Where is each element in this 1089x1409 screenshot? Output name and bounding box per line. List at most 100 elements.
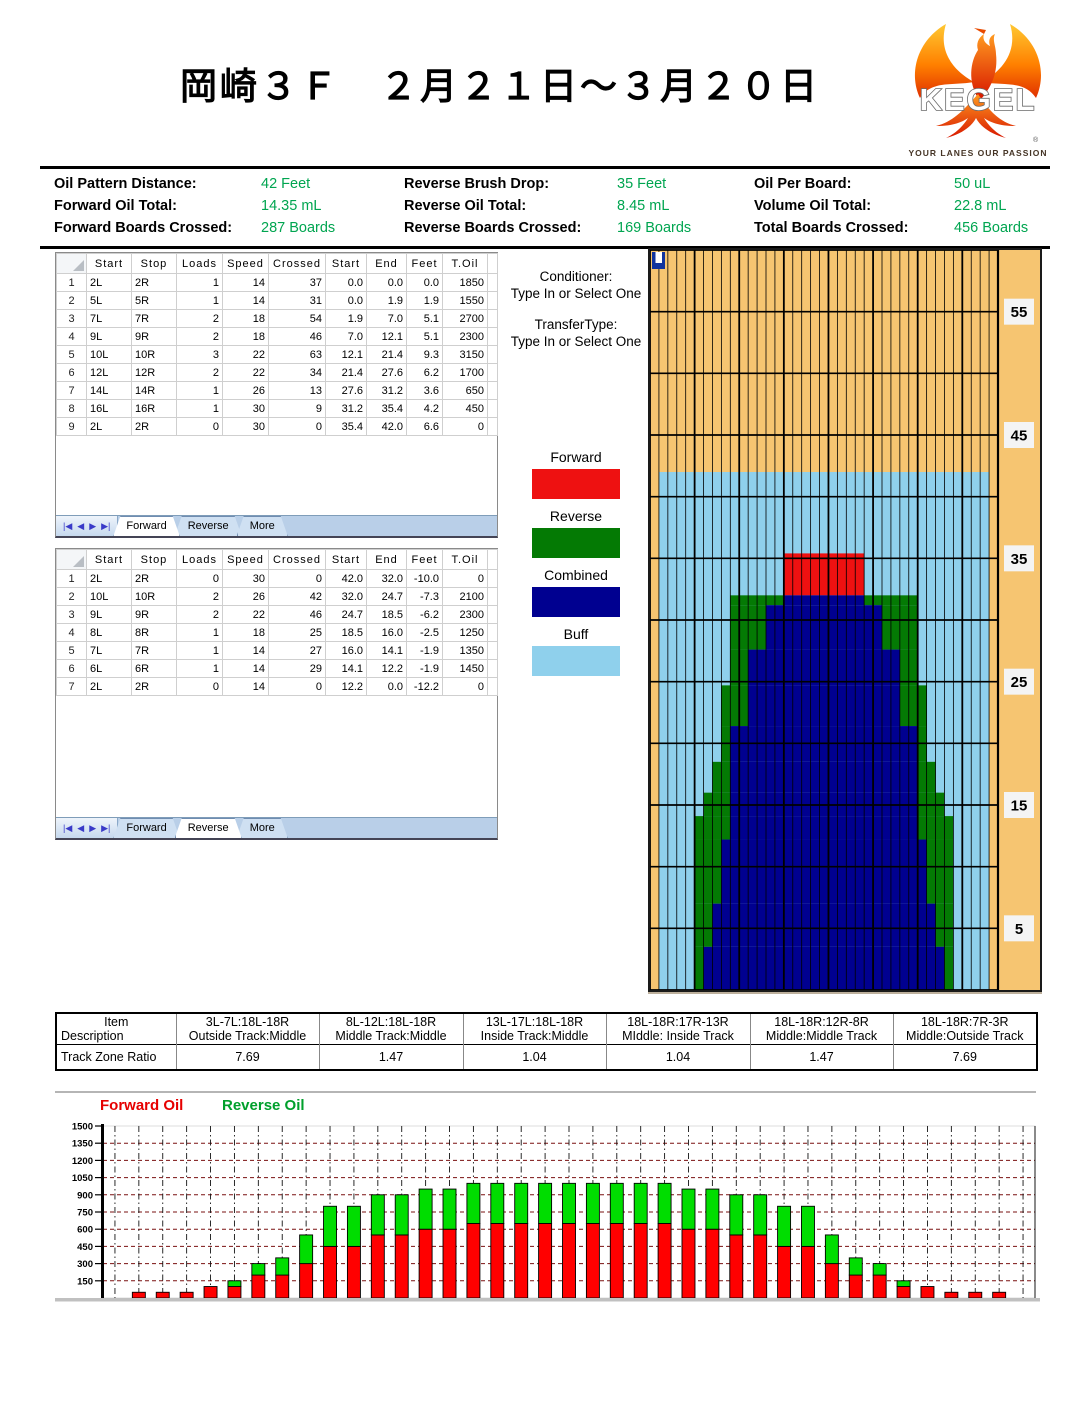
cell[interactable]: 22 — [222, 363, 269, 382]
row-number[interactable]: 1 — [56, 569, 87, 588]
cell[interactable]: 2 — [176, 363, 223, 382]
cell[interactable]: -12.2 — [406, 677, 443, 696]
cell[interactable]: 24.7 — [325, 605, 367, 624]
cell[interactable]: 1450 — [442, 659, 488, 678]
tab-reverse[interactable]: Reverse — [175, 818, 242, 838]
cell[interactable]: 21.4 — [325, 363, 367, 382]
cell[interactable]: 14.1 — [325, 659, 367, 678]
cell[interactable]: 31 — [268, 291, 326, 310]
cell[interactable]: 35.4 — [366, 399, 407, 418]
row-number[interactable]: 5 — [56, 345, 87, 364]
row-number[interactable]: 3 — [56, 309, 87, 328]
cell[interactable]: 450 — [442, 399, 488, 418]
cell[interactable]: 14 — [222, 273, 269, 292]
cell[interactable]: -6.2 — [406, 605, 443, 624]
cell[interactable]: 14 — [222, 641, 269, 660]
cell[interactable]: 2300 — [442, 327, 488, 346]
cell[interactable]: 1850 — [442, 273, 488, 292]
cell[interactable]: 2 — [176, 587, 223, 606]
cell[interactable]: 0 — [176, 677, 223, 696]
cell[interactable]: 0 — [176, 569, 223, 588]
cell[interactable]: 2 — [176, 605, 223, 624]
cell[interactable]: 35.4 — [325, 417, 367, 436]
cell[interactable]: 9L — [86, 605, 132, 624]
row-number[interactable]: 5 — [56, 641, 87, 660]
cell[interactable]: 1 — [176, 381, 223, 400]
cell[interactable]: 0.0 — [366, 677, 407, 696]
cell[interactable]: 32.0 — [325, 587, 367, 606]
cell[interactable]: 1350 — [442, 641, 488, 660]
select-all-corner[interactable] — [56, 253, 87, 274]
cell[interactable]: 0 — [268, 677, 326, 696]
cell[interactable]: 10R — [131, 345, 177, 364]
cell[interactable]: -10.0 — [406, 569, 443, 588]
cell[interactable]: 7L — [86, 641, 132, 660]
nav-first-button[interactable]: |◀ — [63, 520, 73, 531]
cell[interactable]: 10L — [86, 345, 132, 364]
cell[interactable]: 22 — [222, 345, 269, 364]
cell[interactable]: 2L — [86, 273, 132, 292]
cell[interactable]: 5L — [86, 291, 132, 310]
cell[interactable]: 46 — [268, 605, 326, 624]
cell[interactable]: 2R — [131, 677, 177, 696]
cell[interactable]: 3 — [176, 345, 223, 364]
nav-last-button[interactable]: ▶| — [101, 520, 111, 531]
cell[interactable]: 5.1 — [406, 327, 443, 346]
cell[interactable]: 54 — [268, 309, 326, 328]
cell[interactable]: 2300 — [442, 605, 488, 624]
cell[interactable]: 7R — [131, 309, 177, 328]
cell[interactable]: 16.0 — [325, 641, 367, 660]
cell[interactable]: 42.0 — [366, 417, 407, 436]
cell[interactable]: 2 — [176, 309, 223, 328]
cell[interactable]: 0 — [442, 677, 488, 696]
nav-first-button[interactable]: |◀ — [63, 822, 73, 833]
row-number[interactable]: 6 — [56, 659, 87, 678]
tab-reverse[interactable]: Reverse — [175, 516, 242, 536]
cell[interactable]: 14 — [222, 677, 269, 696]
cell[interactable]: 3.6 — [406, 381, 443, 400]
cell[interactable]: 6R — [131, 659, 177, 678]
cell[interactable]: 0.0 — [366, 273, 407, 292]
cell[interactable]: 0 — [268, 417, 326, 436]
cell[interactable]: 30 — [222, 399, 269, 418]
cell[interactable]: 1 — [176, 659, 223, 678]
cell[interactable]: 1 — [176, 273, 223, 292]
cell[interactable]: 1250 — [442, 623, 488, 642]
cell[interactable]: 16R — [131, 399, 177, 418]
cell[interactable]: 14.1 — [366, 641, 407, 660]
row-number[interactable]: 7 — [56, 677, 87, 696]
cell[interactable]: 9L — [86, 327, 132, 346]
cell[interactable]: 25 — [268, 623, 326, 642]
cell[interactable]: 2R — [131, 417, 177, 436]
cell[interactable]: 12.1 — [366, 327, 407, 346]
transfer-type-select[interactable]: Type In or Select One — [510, 334, 642, 349]
cell[interactable]: 0.0 — [406, 273, 443, 292]
cell[interactable]: 10L — [86, 587, 132, 606]
cell[interactable]: -1.9 — [406, 659, 443, 678]
cell[interactable]: 42.0 — [325, 569, 367, 588]
cell[interactable]: 30 — [222, 569, 269, 588]
cell[interactable]: 32.0 — [366, 569, 407, 588]
cell[interactable]: 1 — [176, 291, 223, 310]
tab-forward[interactable]: Forward — [113, 818, 179, 838]
cell[interactable]: 0 — [442, 569, 488, 588]
cell[interactable]: 1.9 — [325, 309, 367, 328]
row-number[interactable]: 1 — [56, 273, 87, 292]
cell[interactable]: 7.0 — [366, 309, 407, 328]
row-number[interactable]: 4 — [56, 327, 87, 346]
nav-last-button[interactable]: ▶| — [101, 822, 111, 833]
row-number[interactable]: 2 — [56, 291, 87, 310]
cell[interactable]: 6.6 — [406, 417, 443, 436]
cell[interactable]: 7L — [86, 309, 132, 328]
cell[interactable]: 14R — [131, 381, 177, 400]
cell[interactable]: 1 — [176, 623, 223, 642]
cell[interactable]: 31.2 — [366, 381, 407, 400]
cell[interactable]: 27.6 — [325, 381, 367, 400]
tab-more[interactable]: More — [237, 516, 288, 536]
cell[interactable]: 10R — [131, 587, 177, 606]
cell[interactable]: 0.0 — [325, 273, 367, 292]
cell[interactable]: 0 — [442, 417, 488, 436]
cell[interactable]: 18 — [222, 623, 269, 642]
cell[interactable]: 14 — [222, 659, 269, 678]
cell[interactable]: 13 — [268, 381, 326, 400]
